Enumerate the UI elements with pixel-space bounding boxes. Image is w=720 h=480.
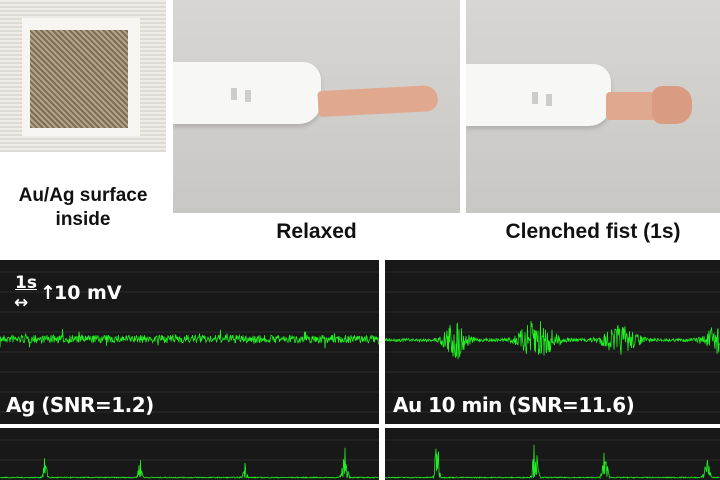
relaxed-hand [317,84,439,118]
relaxed-caption: Relaxed [276,220,357,243]
lower-left-signal-trace [0,439,379,479]
ag-signal-trace [0,271,379,413]
clenched-caption: Clenched fist (1s) [505,220,681,243]
ag-signal-panel: 1s ↔ ↑ 10 mV Ag (SNR=1.2) [0,260,379,424]
double-arrow-icon: ↔ [14,293,29,313]
au-panel-label: Au 10 min (SNR=11.6) [393,393,635,417]
electrode [245,90,251,102]
electrode [231,88,237,100]
lower-right-signal-panel [385,428,720,480]
fabric-caption: Au/Ag surface inside [0,184,166,232]
relaxed-arm-photo [173,0,460,213]
fabric-caption-line1: Au/Ag surface [18,185,148,206]
ag-panel-label: Ag (SNR=1.2) [6,393,154,417]
clenched-fist [652,86,692,124]
emg-trace [0,329,379,349]
au-signal-panel: Au 10 min (SNR=11.6) [385,260,720,424]
wrist [606,92,658,120]
sleeve [466,64,611,126]
fabric-electrode-photo [0,0,166,152]
voltage-scale-label: 10 mV [54,282,122,304]
up-arrow-icon: ↑ [40,282,56,304]
au-ag-patch [30,30,128,128]
emg-trace [0,447,379,479]
fabric-caption-line2: inside [55,209,111,230]
emg-trace [385,320,720,360]
lower-right-signal-trace [385,439,720,480]
au-signal-trace [385,271,720,413]
clenched-arm-photo [466,0,720,213]
electrode [546,94,552,106]
emg-trace [385,444,720,480]
electrode [532,92,538,104]
lower-left-signal-panel [0,428,379,480]
time-scale-label: 1s [15,273,37,293]
